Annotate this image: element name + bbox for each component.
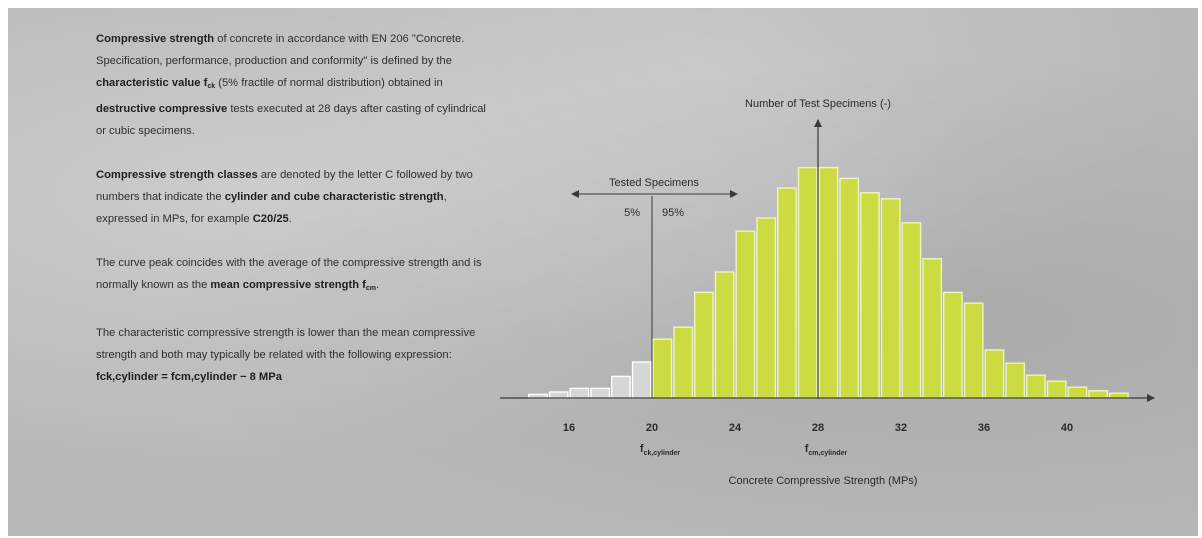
- histogram-bar: [860, 192, 880, 399]
- strength-distribution-chart: Number of Test Specimens (-) 16 20 24 28 32 3…: [500, 98, 1155, 487]
- tested-specimens-label: Tested Specimens: [609, 177, 699, 189]
- histogram-bar: [673, 326, 694, 399]
- x-tick-label: 36: [978, 422, 990, 434]
- concrete-info-panel: Compressive strength of concrete in acco…: [8, 8, 1198, 536]
- histogram-bar: [1026, 374, 1046, 399]
- x-tick-label: 32: [895, 422, 907, 434]
- x-tick-label: 16: [563, 422, 575, 434]
- histogram-bar: [1067, 386, 1088, 399]
- histogram-bar: [631, 361, 652, 399]
- histogram-bar: [694, 291, 714, 399]
- histogram-bar: [818, 166, 839, 399]
- paragraph-classes: Compressive strength classes are denoted…: [96, 169, 473, 225]
- histogram-bar: [652, 338, 673, 399]
- histogram-bar: [569, 387, 590, 399]
- paragraph-definition: Compressive strength of concrete in acco…: [96, 33, 486, 137]
- histogram-bar: [922, 258, 943, 399]
- x-tick-label: 28: [812, 422, 824, 434]
- histogram-bar: [1005, 362, 1026, 399]
- histogram-bars: [528, 166, 1129, 399]
- histogram-bar: [548, 391, 569, 399]
- fck-axis-label: fck,cylinder: [640, 443, 681, 457]
- histogram-bar: [1046, 380, 1067, 399]
- x-tick-labels: 16 20 24 28 32 36 40: [563, 422, 1073, 434]
- histogram-bar: [901, 222, 922, 399]
- x-tick-label: 20: [646, 422, 658, 434]
- paragraph-mean: The curve peak coincides with the averag…: [96, 257, 482, 292]
- histogram-bar: [1088, 390, 1109, 399]
- formula: fck,cylinder = fcm,cylinder − 8 MPa: [96, 371, 282, 383]
- histogram-bar: [735, 230, 756, 399]
- histogram-bar: [611, 375, 631, 399]
- explanation-text: Compressive strength of concrete in acco…: [96, 28, 496, 388]
- x-tick-label: 40: [1061, 422, 1073, 434]
- fcm-axis-label: fcm,cylinder: [805, 443, 848, 457]
- percent-below-label: 5%: [624, 207, 640, 219]
- histogram-bar: [590, 387, 611, 399]
- histogram-bar: [756, 217, 777, 399]
- histogram-bar: [839, 177, 860, 399]
- histogram-bar: [714, 271, 735, 399]
- y-axis-label: Number of Test Specimens (-): [745, 98, 891, 110]
- histogram-bar: [777, 187, 797, 399]
- paragraph-relation: The characteristic compressive strength …: [96, 327, 476, 383]
- histogram-bar: [963, 302, 984, 399]
- histogram-bar: [797, 166, 818, 399]
- histogram-bar: [943, 291, 963, 399]
- histogram-bar: [1108, 392, 1129, 399]
- percent-above-label: 95%: [662, 207, 684, 219]
- histogram-bar: [880, 198, 901, 399]
- x-axis-label: Concrete Compressive Strength (MPs): [729, 475, 918, 487]
- histogram-bar: [984, 349, 1005, 399]
- x-tick-label: 24: [729, 422, 742, 434]
